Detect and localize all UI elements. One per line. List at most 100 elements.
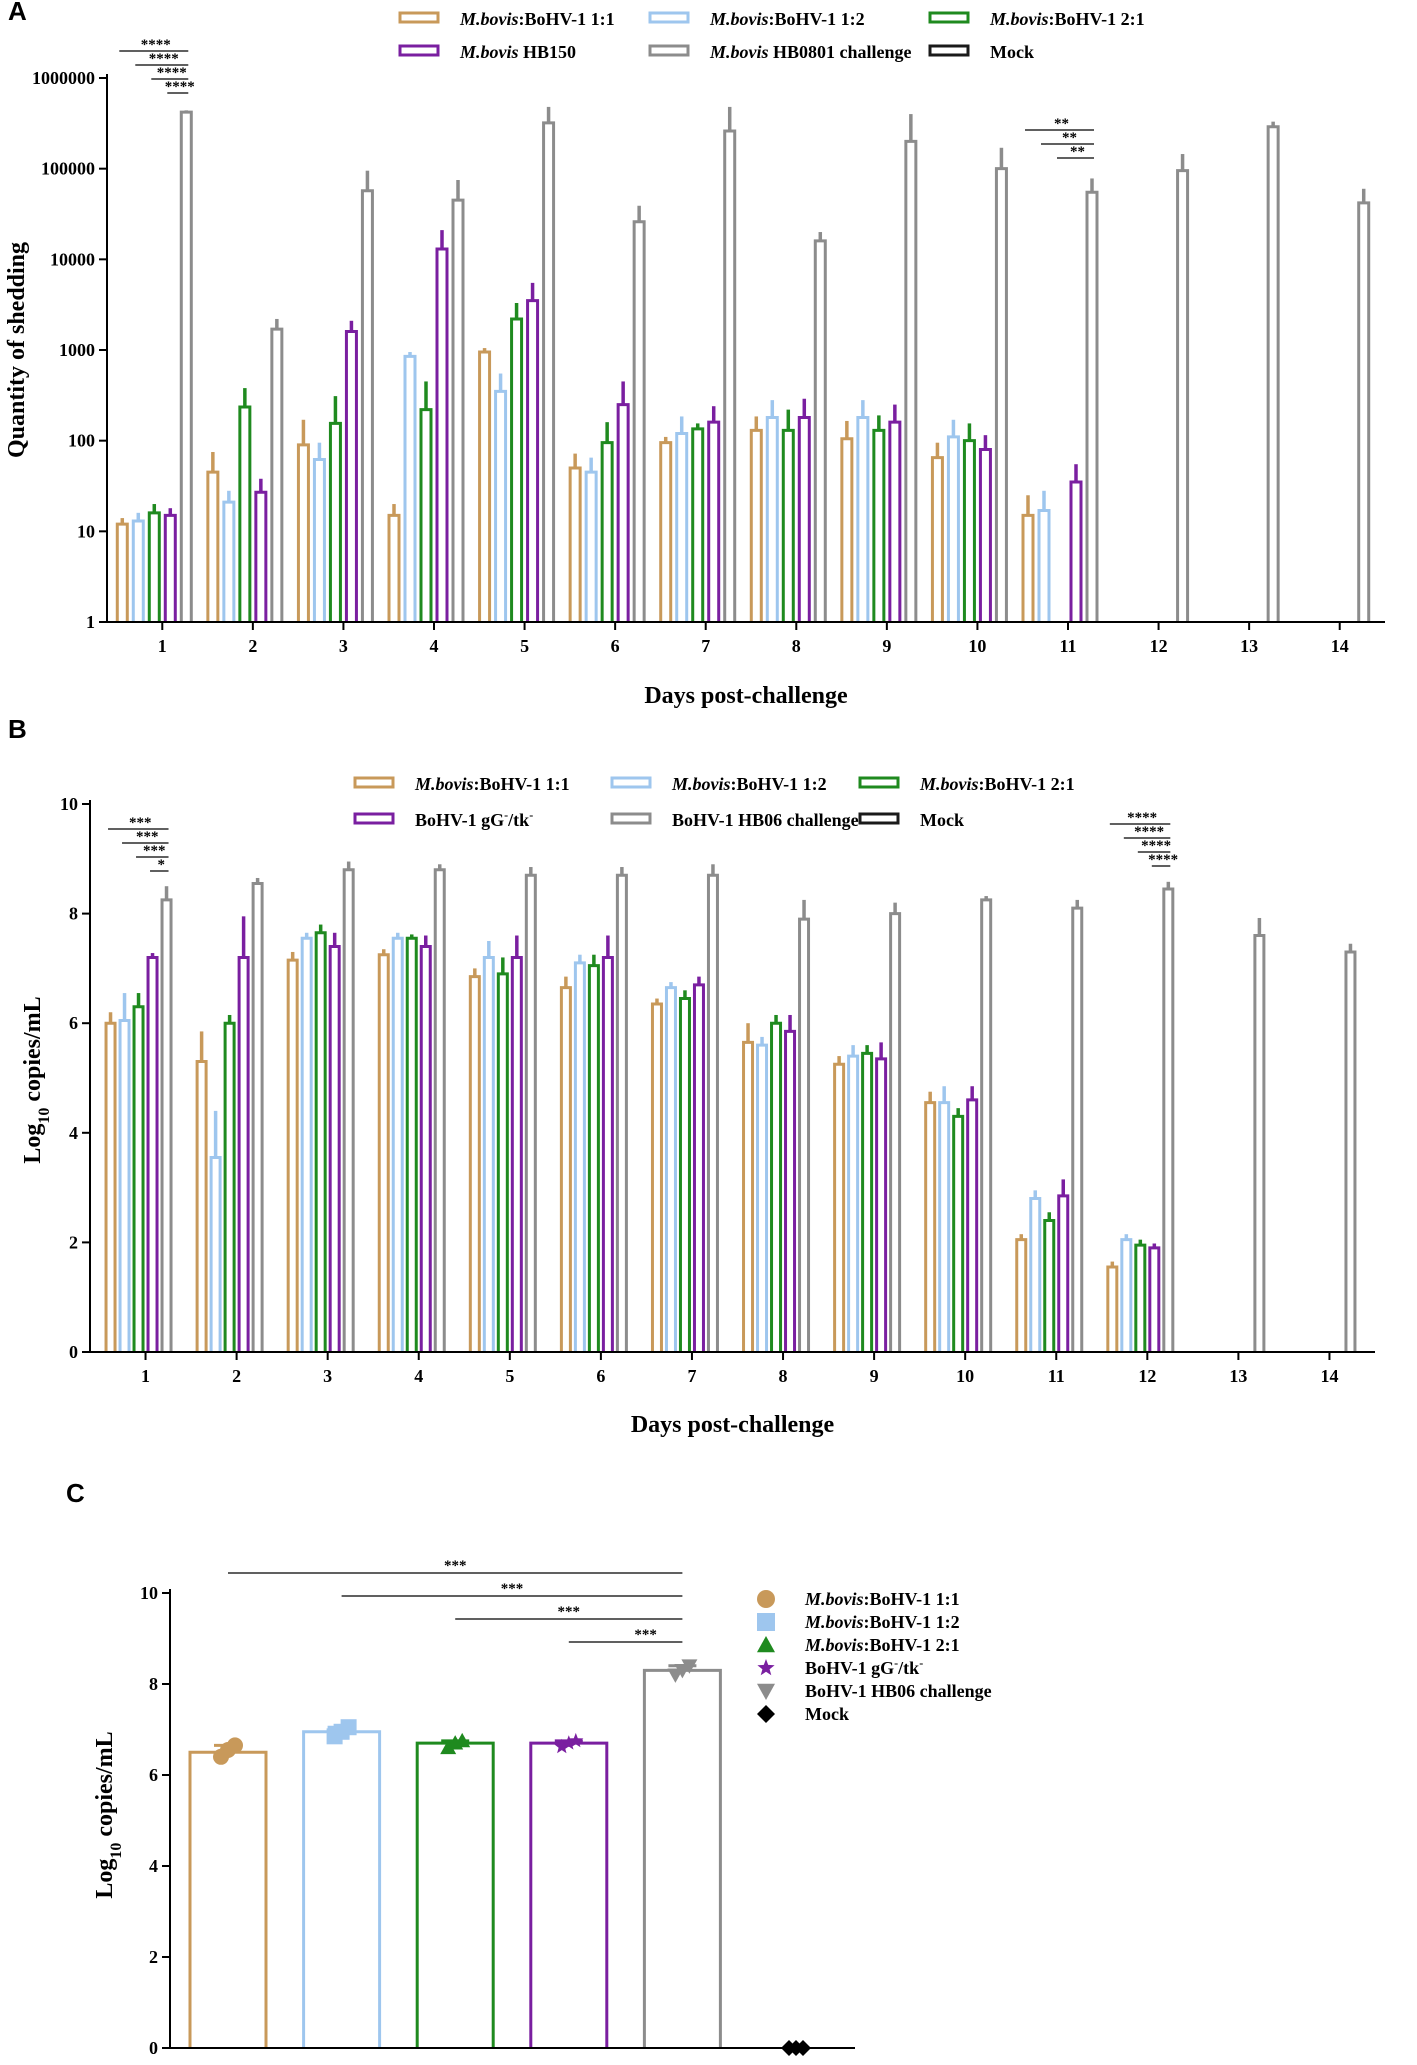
panel-b-sig-stars: *: [158, 857, 166, 873]
panel-b-legend-swatch-3: [858, 776, 900, 789]
panel-a-x-tick-label: 13: [1240, 636, 1258, 656]
panel-c-legend-label-1: M.bovis:BoHV-1 1:1: [804, 1589, 960, 1609]
panel-b-bar-2: [300, 936, 313, 1351]
panel-b-x-tick-label: 8: [779, 1366, 788, 1386]
panel-b-legend-label-1: M.bovis:BoHV-1 1:1: [414, 774, 570, 794]
panel-b-legend-label-6-rest: Mock: [920, 810, 964, 830]
panel-c-legend-label-3-italic: M.bovis: [804, 1635, 864, 1655]
panel-b-y-axis-title-sub: 10: [36, 1108, 53, 1124]
panel-b-legend-swatch-2: [610, 776, 652, 789]
panel-a-bar-2: [946, 435, 960, 621]
panel-b-bar-1: [833, 1062, 846, 1351]
panel-a-bar-2: [312, 457, 326, 621]
panel-c-legend-label-1-rest: :BoHV-1 1:1: [864, 1589, 960, 1609]
panel-a-legend-label-4-rest: HB150: [519, 42, 577, 62]
panel-a-x-tick-label: 9: [882, 636, 891, 656]
panel-b-x-tick-label: 13: [1229, 1366, 1247, 1386]
panel-c-y-tick-label: 0: [149, 2038, 158, 2058]
panel-b-y-tick-label: 0: [69, 1342, 78, 1362]
panel-c-legend-marker-4: [757, 1659, 775, 1676]
panel-b-bar-4: [601, 955, 614, 1351]
panel-a-legend-label-2-italic: M.bovis: [709, 9, 769, 29]
panel-c-bar-2: [302, 1730, 382, 2047]
panel-c-y-axis-title-log: Log: [92, 1859, 118, 1899]
panel-b-bar-1: [104, 1021, 117, 1351]
panel-c-legend-label-6: Mock: [805, 1704, 849, 1724]
panel-c-sig-stars: ***: [501, 1581, 524, 1597]
panel-b-sig-stars: ****: [1134, 824, 1164, 840]
panel-b-bar-4: [1148, 1246, 1161, 1351]
panel-c-point-4: [568, 1732, 584, 1748]
panel-a-bar-4: [888, 420, 902, 621]
panel-a-bar-1: [749, 428, 763, 621]
panel-a-bar-4: [435, 247, 449, 621]
panel-c-sig-stars: ***: [634, 1627, 657, 1643]
panel-a-bar-1: [387, 513, 401, 621]
panel-b-bar-2: [938, 1101, 951, 1351]
panel-a-y-tick-label: 100: [68, 431, 95, 451]
panel-b-legend-label-2-italic: M.bovis: [671, 774, 731, 794]
panel-a-y-tick-label: 10: [77, 521, 95, 541]
panel-b-y-tick-label: 8: [69, 904, 78, 924]
panel-a-x-tick-label: 11: [1059, 636, 1076, 656]
panel-a-legend-label-6: Mock: [990, 42, 1034, 62]
panel-c-legend-label-3: M.bovis:BoHV-1 2:1: [804, 1635, 960, 1655]
panel-c-sig-stars: ***: [444, 1558, 467, 1574]
panel-b-bar-1: [286, 958, 299, 1351]
panel-b-y-axis-title-suffix: copies/mL: [20, 996, 46, 1107]
panel-b-bar-3: [678, 997, 691, 1351]
panel-a-legend-label-4: M.bovis HB150: [459, 42, 576, 62]
panel-b-bar-3: [132, 1005, 145, 1351]
panel-b-bar-3: [496, 972, 509, 1351]
panel-c-y-tick-label: 8: [149, 1674, 158, 1694]
panel-a-bar-2: [675, 431, 689, 621]
panel-c-point-3: [454, 1732, 471, 1748]
panel-a-bar-4: [797, 416, 811, 621]
panel-a-x-tick-label: 6: [611, 636, 620, 656]
panel-c-legend-marker-6: [757, 1705, 775, 1723]
panel-b-legend-label-3: M.bovis:BoHV-1 2:1: [919, 774, 1075, 794]
panel-a-bar-5: [179, 110, 193, 621]
panel-c-y-tick-label: 2: [149, 1947, 158, 1967]
panel-c-legend-marker-5: [757, 1683, 775, 1700]
panel-a-x-tick-label: 14: [1331, 636, 1349, 656]
panel-b-bar-5: [615, 873, 628, 1351]
panel-a-bar-3: [510, 317, 524, 621]
panel-b-bar-3: [861, 1051, 874, 1351]
panel-a-bar-3: [781, 428, 795, 621]
panel-a-y-tick-label: 1000000: [32, 68, 95, 88]
panel-a-bar-5: [451, 198, 465, 621]
panel-a-bar-1: [568, 466, 582, 621]
panel-a-y-tick-label: 100000: [41, 159, 95, 179]
panel-c-point-4: [561, 1735, 577, 1750]
panel-c-point-5: [681, 1659, 698, 1674]
panel-a-legend-label-3: M.bovis:BoHV-1 2:1: [989, 9, 1145, 29]
panel-b-legend-label-4-part1: BoHV-1 gG: [415, 810, 504, 830]
panel-a-x-tick-label: 2: [248, 636, 257, 656]
panel-a-bar-4: [1069, 480, 1083, 621]
panel-a-y-axis-title: Quantity of shedding: [4, 242, 30, 458]
panel-a-bar-5: [1357, 201, 1371, 621]
panel-a-sig-stars: **: [1070, 144, 1085, 160]
panel-a-bar-3: [962, 439, 976, 621]
panel-c-legend-marker-3: [757, 1636, 775, 1653]
panel-a-legend-label-3-rest: :BoHV-1 2:1: [1049, 9, 1145, 29]
panel-a-bar-5: [1176, 169, 1190, 621]
panel-c-y-tick-label: 6: [149, 1765, 158, 1785]
panel-b-bar-1: [742, 1040, 755, 1351]
panel-a-bar-2: [494, 389, 508, 621]
panel-b-x-tick-label: 12: [1138, 1366, 1156, 1386]
panel-b-bar-4: [146, 955, 159, 1351]
panel-c-point-3: [440, 1739, 457, 1755]
panel-a-legend-label-5: M.bovis HB0801 challenge: [709, 42, 912, 62]
panel-b-bar-3: [587, 964, 600, 1351]
panel-c-point-2: [340, 1719, 357, 1736]
panel-c-y-axis-title-suffix: copies/mL: [92, 1731, 118, 1842]
panel-a-bar-3: [691, 427, 705, 621]
panel-a-bar-2: [222, 500, 236, 621]
panel-a-x-tick-label: 5: [520, 636, 529, 656]
panel-b-bar-2: [1029, 1197, 1042, 1351]
